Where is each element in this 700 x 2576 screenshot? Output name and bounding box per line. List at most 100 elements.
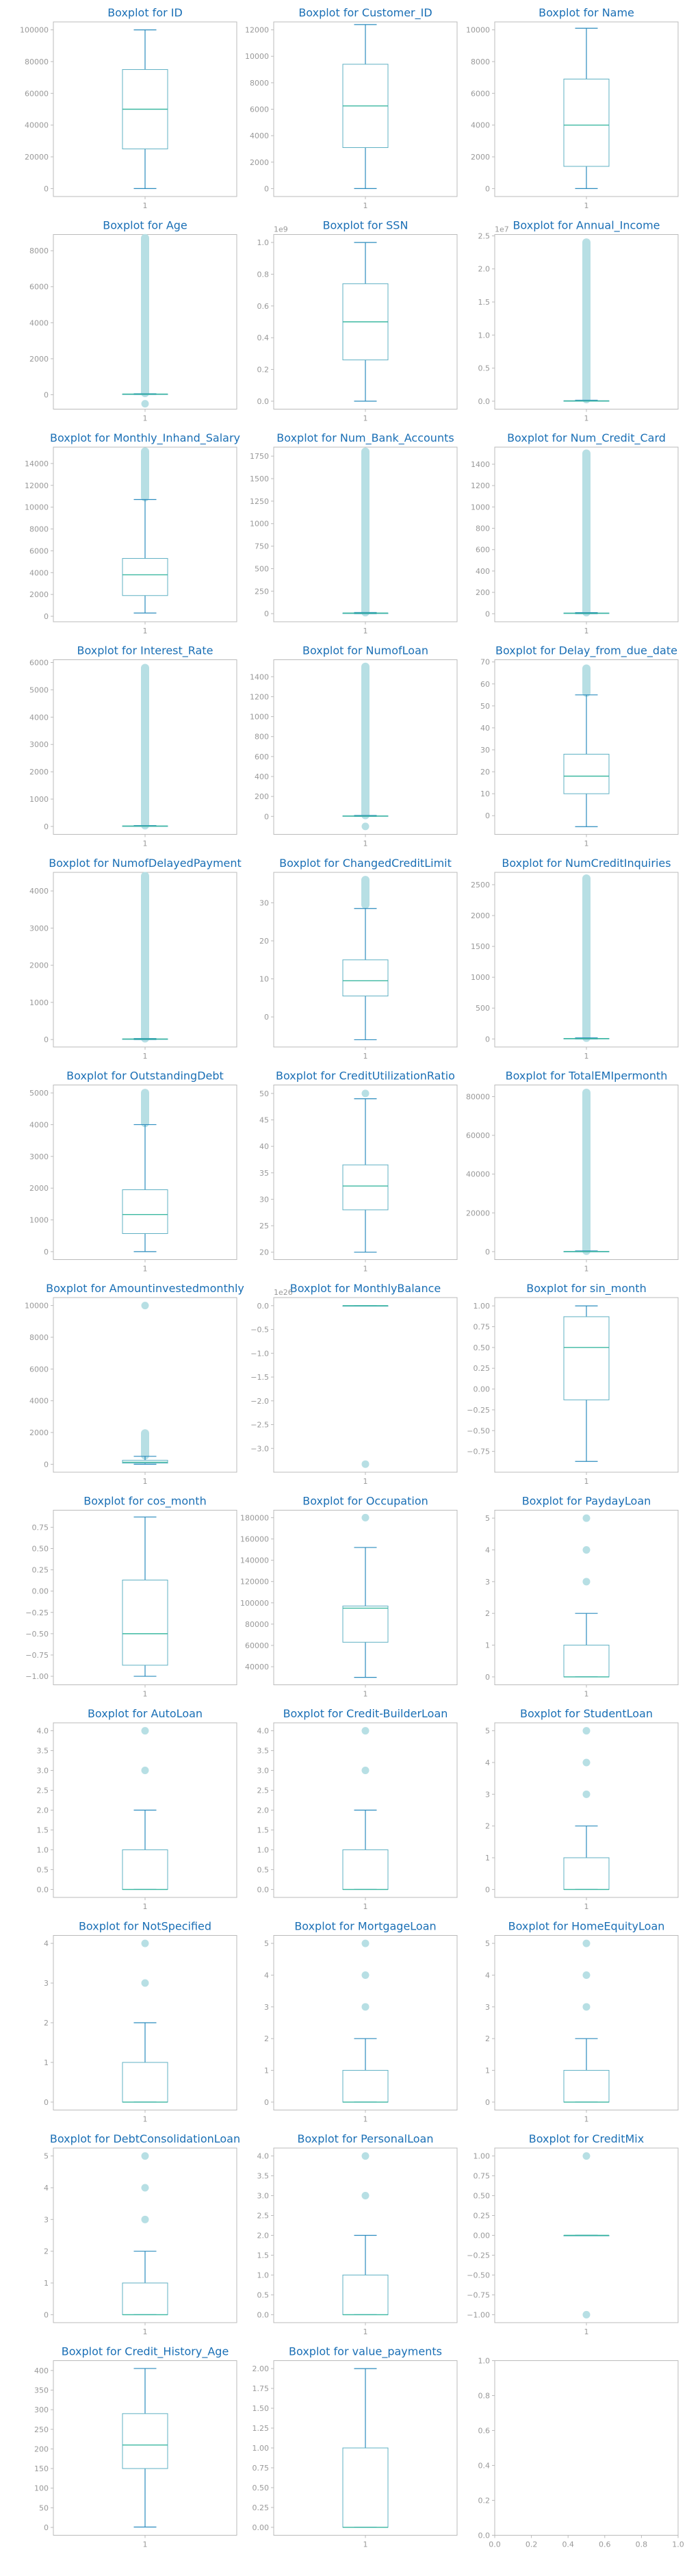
x-tick-label: 1	[363, 1265, 368, 1274]
outlier-point	[361, 1971, 370, 1979]
x-tick-label: 1	[143, 201, 148, 210]
iqr-box	[122, 558, 168, 596]
y-tick-label: 2.0	[257, 2232, 270, 2240]
subplot-21: Boxplot for sin_month −0.75 −0.50 −0.25 0.00…	[467, 1282, 679, 1486]
outlier-band	[582, 664, 591, 697]
y-tick-label: 40000	[466, 1170, 490, 1179]
y-tick-label: 1750	[250, 452, 269, 461]
iqr-box	[563, 753, 610, 794]
subplot-title: Boxplot for Customer_ID	[298, 6, 432, 20]
y-tick-label: 30	[480, 746, 490, 755]
y-tick-label: 80000	[466, 1092, 490, 1101]
subplot-title: Boxplot for Interest_Rate	[77, 644, 213, 658]
y-tick-label: 0.4	[478, 2462, 491, 2471]
subplot-13: Boxplot for NumofDelayedPayment 0 1000 2000…	[29, 857, 242, 1061]
x-tick-label: 1	[584, 1477, 589, 1486]
x-tick-label: 1	[584, 627, 589, 635]
outlier-point	[582, 1727, 591, 1735]
subplot-15: Boxplot for NumCreditInquiries 0 500 1000 15…	[471, 857, 679, 1061]
outlier-band	[582, 238, 591, 404]
y-tick-label: 3	[485, 1578, 490, 1587]
subplot-title: Boxplot for NumofDelayedPayment	[49, 857, 242, 870]
x-tick-label: 1	[584, 1902, 589, 1911]
iqr-box	[342, 2447, 389, 2528]
outlier-band	[141, 664, 149, 830]
y-tick-label: 200	[476, 588, 490, 597]
x-tick-label: 1	[363, 2540, 368, 2549]
y-tick-label: 6000	[29, 1365, 49, 1374]
y-tick-label: 750	[255, 542, 269, 551]
y-tick-label: 1400	[250, 672, 269, 681]
y-tick-label: 3	[44, 1979, 49, 1988]
y-tick-label: 400	[255, 772, 269, 781]
y-tick-label: 50	[39, 2503, 49, 2512]
y-tick-label: 800	[476, 525, 490, 533]
outlier-point	[582, 1758, 591, 1767]
y-tick-label: 800	[255, 733, 269, 742]
subplot-23: Boxplot for Occupation 40000 60000 80000 100…	[240, 1495, 458, 1699]
y-tick-label: 2	[485, 1822, 490, 1831]
y-tick-label: 2000	[29, 1428, 49, 1437]
y-tick-label: −0.50	[467, 2271, 490, 2280]
y-tick-label: 1200	[471, 481, 490, 490]
subplot-title: Boxplot for ChangedCreditLimit	[279, 857, 452, 870]
y-tick-label: 14000	[25, 459, 49, 468]
axes-frame	[494, 1722, 679, 1898]
x-tick-label: 1	[363, 2115, 368, 2124]
y-tick-label: 2	[44, 2247, 49, 2256]
x-tick-label: 0.6	[599, 2540, 611, 2549]
y-tick-label: 0	[44, 1248, 49, 1257]
y-tick-label: 1.00	[474, 2152, 491, 2161]
y-tick-label: 50	[259, 1089, 269, 1098]
y-tick-label: 1000	[471, 973, 490, 982]
y-tick-label: 3.5	[257, 2172, 270, 2181]
outlier-point	[141, 2184, 149, 2192]
x-tick-label: 1	[584, 1265, 589, 1274]
subplot-title: Boxplot for Delay_from_due_date	[495, 644, 677, 658]
y-tick-label: 80000	[25, 58, 49, 66]
subplot-28: Boxplot for NotSpecified 0 1 2 3 4 1	[44, 1920, 237, 2124]
x-tick-label: 1	[363, 627, 368, 635]
x-tick-label: 1	[143, 2540, 148, 2549]
outlier-point	[361, 2192, 370, 2200]
y-tick-label: 100000	[240, 1599, 269, 1608]
y-tick-label: 0.5	[257, 2290, 270, 2299]
y-tick-label: 120000	[240, 1578, 269, 1587]
y-tick-label: 6000	[29, 658, 49, 667]
subplot-title: Boxplot for Num_Bank_Accounts	[276, 431, 454, 445]
y-tick-label: 0	[485, 1673, 490, 1682]
y-tick-label: 20000	[25, 153, 49, 162]
subplot-22: Boxplot for cos_month −1.00 −0.75 −0.50 −0.2…	[25, 1495, 237, 1699]
outlier-point	[582, 2152, 591, 2160]
y-tick-label: 180000	[240, 1513, 269, 1522]
subplot-8: Boxplot for Num_Bank_Accounts 0 250 500 750 1…	[250, 431, 458, 635]
y-offset-label: 1e7	[495, 225, 509, 234]
subplot-title: Boxplot for HomeEquityLoan	[508, 1920, 665, 1933]
y-tick-label: 4000	[250, 131, 269, 140]
subplot-32: Boxplot for PersonalLoan 0.0 0.5 1.0 1.5 2.0 2…	[257, 2132, 458, 2336]
y-tick-label: 0.0	[37, 1885, 49, 1894]
x-tick-label: 1	[363, 1052, 368, 1061]
subplot-18: Boxplot for TotalEMIpermonth 0 20000 40000 6…	[466, 1070, 679, 1274]
subplot-16: Boxplot for OutstandingDebt 0 1000 2000 3000…	[29, 1070, 237, 1274]
y-tick-label: 1.0	[257, 2271, 270, 2280]
y-tick-label: 1000	[250, 520, 269, 529]
y-tick-label: 1.00	[474, 1302, 491, 1311]
y-tick-label: 5	[264, 1939, 269, 1948]
y-tick-label: 200	[34, 2445, 49, 2453]
iqr-box	[342, 2274, 389, 2315]
y-tick-label: 0	[264, 184, 269, 193]
x-tick-label: 1	[363, 839, 368, 848]
y-tick-label: 0.0	[478, 397, 491, 406]
y-tick-label: 0	[264, 609, 269, 618]
y-tick-label: 30	[259, 1195, 269, 1204]
y-tick-label: 0	[44, 2523, 49, 2532]
x-tick-label: 1	[143, 414, 148, 423]
y-tick-label: −0.75	[467, 1448, 490, 1456]
y-tick-label: 4.0	[37, 1727, 49, 1736]
iqr-box	[342, 1164, 389, 1211]
y-tick-label: 0	[44, 390, 49, 399]
outlier-point	[361, 1727, 370, 1735]
y-tick-label: 160000	[240, 1535, 269, 1543]
